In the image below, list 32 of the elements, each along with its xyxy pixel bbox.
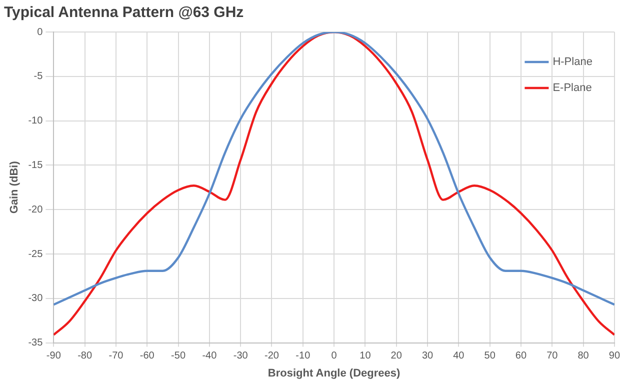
x-tick-label: -70 <box>108 350 124 362</box>
x-tick-label: 40 <box>453 350 465 362</box>
legend-label: E-Plane <box>552 82 592 94</box>
y-tick-label: -5 <box>34 71 44 82</box>
y-tick-label: -25 <box>28 248 44 260</box>
y-tick-label: -30 <box>28 293 44 304</box>
x-tick-label: 60 <box>515 350 527 362</box>
y-axis-title: Gain (dBi) <box>8 160 21 214</box>
x-tick-label: 30 <box>422 350 434 362</box>
x-tick-label: -30 <box>233 350 248 362</box>
x-tick-label: -20 <box>264 350 280 362</box>
x-tick-label: -10 <box>296 350 311 362</box>
x-tick-label: 20 <box>390 350 402 362</box>
x-tick-label: 70 <box>546 350 558 362</box>
x-tick-label: -40 <box>202 350 218 362</box>
x-tick-label: -60 <box>140 350 155 362</box>
y-tick-label: 0 <box>37 26 44 38</box>
x-tick-label: 10 <box>360 350 372 362</box>
x-tick-label: 90 <box>608 350 620 362</box>
x-tick-label: 50 <box>484 350 496 362</box>
x-tick-label: -90 <box>46 350 62 362</box>
x-tick-label: 80 <box>578 350 590 362</box>
x-axis-title: Brosight Angle (Degrees) <box>268 367 400 380</box>
x-tick-label: -50 <box>171 350 186 362</box>
y-tick-label: -15 <box>28 160 44 171</box>
legend-label: H-Plane <box>552 56 592 68</box>
x-tick-label: -80 <box>78 350 92 362</box>
y-tick-label: -10 <box>28 116 44 127</box>
y-tick-label: -20 <box>28 204 44 216</box>
chart-title: Typical Antenna Pattern @63 GHz <box>4 4 244 22</box>
x-tick-label: 0 <box>331 350 338 362</box>
y-tick-label: -35 <box>28 338 44 349</box>
